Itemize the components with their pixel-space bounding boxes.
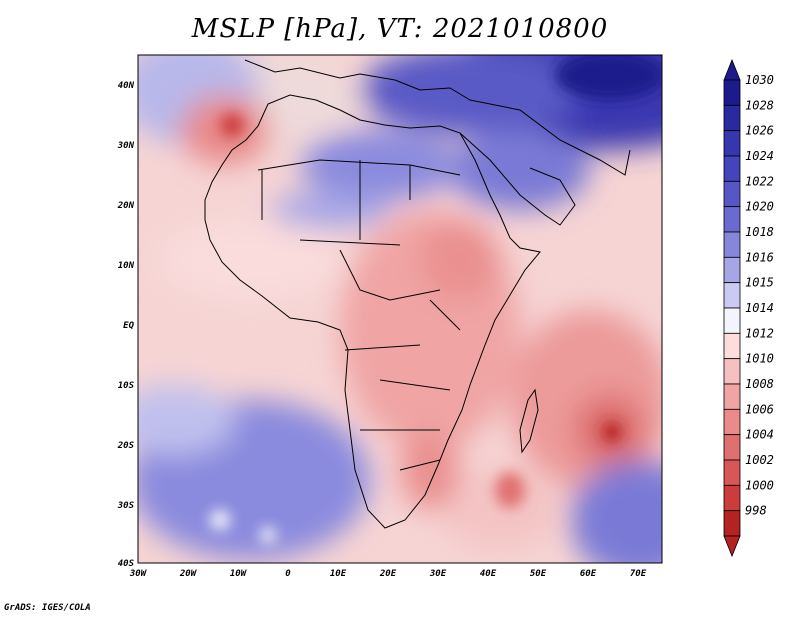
colorbar-swatch-1008 (723, 383, 741, 410)
colorbar-swatch-1024 (723, 155, 741, 182)
colorbar-label-1020: 1020 (745, 200, 774, 214)
colorbar-label-1014: 1014 (745, 301, 774, 315)
colorbar-label-1010: 1010 (745, 352, 774, 366)
colorbar-label-1022: 1022 (745, 174, 774, 188)
lat-tick-30s: 30S (117, 501, 135, 511)
lon-tick-10w: 10W (230, 569, 248, 579)
colorbar-bottom-arrow (723, 535, 741, 558)
colorbar-swatch-1006 (723, 408, 741, 436)
lat-tick-40s: 40S (118, 559, 135, 569)
colorbar-label-1002: 1002 (745, 453, 774, 467)
colorbar-label-1006: 1006 (745, 402, 774, 416)
colorbar-swatch-1000 (723, 484, 741, 512)
colorbar-label-1024: 1024 (745, 149, 774, 163)
lon-tick-20w: 20W (179, 569, 198, 579)
lon-tick-40e: 40E (480, 569, 497, 579)
colorbar-label-1028: 1028 (745, 98, 774, 112)
colorbar-swatch-1002 (723, 459, 741, 486)
colorbar-swatch-1030 (723, 79, 741, 106)
lon-tick-60e: 60E (580, 569, 597, 579)
colorbar-label-1004: 1004 (745, 428, 774, 442)
coastlines (204, 59, 631, 529)
colorbar-top-arrow (723, 58, 741, 81)
colorbar-label-1000: 1000 (745, 478, 774, 492)
colorbar-swatch-1015 (723, 282, 741, 309)
colorbar-swatch-998 (723, 510, 741, 537)
lat-tick-20n: 20N (117, 201, 135, 211)
lat-tick-10s: 10S (118, 381, 135, 391)
pressure-field (138, 55, 662, 563)
lon-tick-30w: 30W (129, 569, 148, 579)
colorbar-swatch-1016 (723, 256, 741, 284)
colorbar-swatch-1028 (723, 104, 741, 132)
colorbar-label-1016: 1016 (745, 250, 774, 264)
colorbar-swatch-1010 (723, 358, 741, 385)
colorbar: 1030 1028 1026 1024 1022 1020 1018 1016 1015 1014… (723, 58, 774, 558)
colorbar-swatch-1026 (723, 130, 741, 157)
colorbar-label-1018: 1018 (745, 225, 774, 239)
lon-tick-0: 0 (285, 569, 291, 579)
lon-tick-70e: 70E (630, 569, 647, 579)
lon-tick-50e: 50E (530, 569, 547, 579)
lat-tick-40n: 40N (118, 81, 135, 91)
credit-text: GrADS: IGES/COLA (4, 603, 91, 613)
lon-tick-30e: 30E (429, 569, 447, 579)
lat-tick-eq: EQ (123, 321, 134, 331)
colorbar-swatch-1020 (723, 206, 741, 233)
colorbar-label-1030: 1030 (745, 73, 774, 87)
colorbar-swatch-1014 (723, 307, 741, 334)
colorbar-swatch-1012 (723, 332, 741, 360)
lon-tick-10e: 10E (330, 569, 347, 579)
colorbar-swatch-1018 (723, 231, 741, 258)
colorbar-label-1012: 1012 (745, 326, 774, 340)
lon-axis: 30W 20W 10W 0 10E 20E 30E 40E 50E 60E 70… (129, 569, 647, 579)
map-title: MSLP [hPa], VT: 2021010800 (191, 14, 609, 44)
lat-tick-20s: 20S (117, 441, 135, 451)
colorbar-label-1026: 1026 (745, 124, 774, 138)
map-frame (137, 54, 663, 564)
colorbar-swatch-1022 (723, 180, 741, 208)
colorbar-swatch-1004 (723, 434, 741, 461)
lat-tick-30n: 30N (117, 141, 135, 151)
colorbar-label-998: 998 (745, 504, 767, 518)
lon-tick-20e: 20E (379, 569, 397, 579)
colorbar-label-1015: 1015 (745, 276, 774, 290)
lat-tick-10n: 10N (118, 261, 135, 271)
colorbar-label-1008: 1008 (745, 377, 774, 391)
lat-axis: 40N 30N 20N 10N EQ 10S 20S 30S 40S (117, 81, 135, 569)
